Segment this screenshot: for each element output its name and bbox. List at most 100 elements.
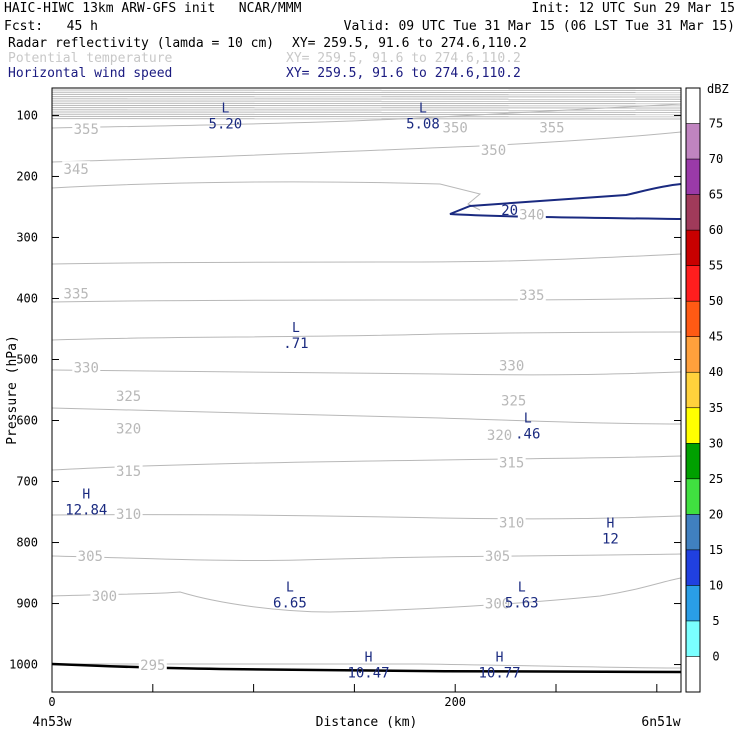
theta-label-bg bbox=[517, 206, 546, 221]
y-axis-label: Pressure (hPa) bbox=[5, 335, 20, 445]
x-axis-label: Distance (km) bbox=[316, 715, 418, 730]
wind-contour-20 bbox=[449, 183, 682, 220]
theta-label-bg bbox=[517, 286, 546, 301]
wind-extremum-marker: H bbox=[365, 651, 373, 666]
wind-extremum-value: 5.63 bbox=[505, 595, 539, 611]
theta-contour-label: 320 bbox=[116, 421, 141, 437]
title-left: HAIC-HIWC 13km ARW-GFS init NCAR/MMM bbox=[4, 1, 302, 16]
endpoint-right-label: 6n51w bbox=[641, 715, 680, 730]
colorbar-swatch bbox=[686, 478, 700, 515]
theta-label-bg bbox=[90, 588, 119, 603]
theta-label-bg bbox=[114, 388, 143, 403]
y-tick-label: 200 bbox=[16, 169, 38, 183]
wind-extremum-value: .71 bbox=[283, 336, 308, 352]
theta-label-bg bbox=[62, 285, 91, 300]
theta-contour-label: 320 bbox=[487, 428, 512, 444]
colorbar-swatch bbox=[686, 265, 700, 302]
colorbar-swatch bbox=[686, 159, 700, 196]
wind-extremum-marker: L bbox=[419, 101, 427, 116]
theta-contour-label: 335 bbox=[64, 287, 89, 303]
x-tick-label: 0 bbox=[48, 695, 55, 709]
wind-extremum-value: 6.65 bbox=[273, 595, 307, 611]
colorbar-swatch bbox=[686, 88, 700, 125]
y-tick-label: 900 bbox=[16, 597, 38, 611]
y-tick-label: 500 bbox=[16, 352, 38, 366]
theta-contour-label: 295 bbox=[140, 658, 165, 674]
colorbar-label: 50 bbox=[709, 294, 723, 308]
y-tick-label: 1000 bbox=[9, 658, 38, 672]
field1-label: Radar reflectivity (lamda = 10 cm) bbox=[8, 36, 275, 51]
theta-label-bg bbox=[114, 463, 143, 478]
title-right: Init: 12 UTC Sun 29 Mar 15 bbox=[531, 1, 736, 16]
theta-contour-label: 330 bbox=[74, 360, 99, 376]
ground-line bbox=[51, 662, 682, 674]
theta-contour-label: 310 bbox=[499, 515, 524, 531]
y-tick-label: 400 bbox=[16, 291, 38, 305]
y-tick-label: 700 bbox=[16, 475, 38, 489]
theta-label-bg bbox=[499, 392, 528, 407]
y-tick-label: 300 bbox=[16, 230, 38, 244]
wind-extremum-marker: L bbox=[286, 580, 294, 595]
colorbar-swatch bbox=[686, 656, 700, 693]
colorbar-swatch bbox=[686, 336, 700, 373]
wind-extremum-value: .46 bbox=[515, 426, 540, 442]
theta-contour-label: 305 bbox=[485, 549, 510, 565]
colorbar-swatch bbox=[686, 301, 700, 338]
theta-contour-label: 340 bbox=[519, 207, 544, 223]
y-tick-label: 100 bbox=[16, 108, 38, 122]
theta-label-bg bbox=[497, 454, 526, 469]
y-tick-label: 800 bbox=[16, 536, 38, 550]
theta-label-bg bbox=[479, 142, 508, 157]
theta-label-bg bbox=[76, 547, 105, 562]
wind-extremum-marker: L bbox=[221, 101, 229, 116]
y-tick-label: 600 bbox=[16, 414, 38, 428]
theta-contour-label: 335 bbox=[519, 288, 544, 304]
x-tick-label: 200 bbox=[444, 695, 466, 709]
colorbar-label: 60 bbox=[709, 223, 723, 237]
wind-extremum-value: 5.08 bbox=[406, 116, 440, 132]
theta-contour-lines bbox=[51, 103, 682, 669]
theta-contour-label: 325 bbox=[116, 389, 141, 405]
theta-contour-label: 310 bbox=[116, 507, 141, 523]
colorbar-frame bbox=[685, 87, 701, 693]
colorbar-label: 70 bbox=[709, 152, 723, 166]
field2-label: Potential temperature bbox=[8, 51, 173, 66]
theta-contour-label: 325 bbox=[501, 393, 526, 409]
colorbar-label: 0 bbox=[712, 649, 719, 663]
theta-label-bg bbox=[497, 357, 526, 372]
wind-contour-label: 20 bbox=[501, 203, 518, 219]
theta-label-bg bbox=[72, 359, 101, 374]
field3-label: Horizontal wind speed bbox=[8, 66, 173, 81]
wind-extremum-value: 10.77 bbox=[478, 666, 520, 682]
wind-extremum-marker: L bbox=[518, 580, 526, 595]
colorbar-label: 40 bbox=[709, 365, 723, 379]
forecast-hour: Fcst: 45 h bbox=[4, 19, 98, 34]
theta-contour-label: 300 bbox=[485, 597, 510, 613]
wind-extremum-marker: H bbox=[82, 488, 90, 503]
endpoint-left-label: 4n53w bbox=[32, 715, 71, 730]
theta-label-bg bbox=[485, 427, 514, 442]
theta-contour-label: 300 bbox=[92, 589, 117, 605]
field3-xy: XY= 259.5, 91.6 to 274.6,110.2 bbox=[286, 66, 521, 81]
colorbar-label: 75 bbox=[709, 117, 723, 131]
theta-label-bg bbox=[483, 547, 512, 562]
colorbar-label: 20 bbox=[709, 507, 723, 521]
theta-contour-label: 350 bbox=[481, 143, 506, 159]
wind-extremum-marker: L bbox=[524, 411, 532, 426]
field2-xy: XY= 259.5, 91.6 to 274.6,110.2 bbox=[286, 51, 521, 66]
colorbar-swatch bbox=[686, 620, 700, 657]
colorbar-label: 30 bbox=[709, 436, 723, 450]
theta-label-bg bbox=[441, 119, 470, 134]
theta-label-bg bbox=[483, 595, 512, 610]
colorbar-label: 5 bbox=[712, 614, 719, 628]
colorbar-swatch bbox=[686, 372, 700, 409]
colorbar-title: dBZ bbox=[707, 82, 729, 96]
theta-label-bg bbox=[114, 505, 143, 520]
theta-label-bg bbox=[138, 657, 167, 672]
theta-contour-label: 315 bbox=[499, 456, 524, 472]
theta-label-bg bbox=[62, 161, 91, 176]
wind-extremum-value: 10.47 bbox=[347, 666, 389, 682]
field1-xy: XY= 259.5, 91.6 to 274.6,110.2 bbox=[292, 36, 527, 51]
